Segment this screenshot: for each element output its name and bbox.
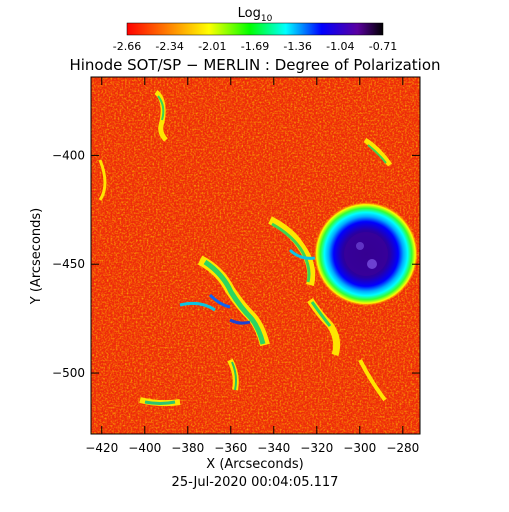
colorbar-tick-label: -2.01	[198, 40, 226, 53]
colorbar: Log10 -2.66 -2.34 -2.01 -1.69 -1.36 -1.04 -0.7…	[113, 6, 397, 53]
colorbar-tick-label: -0.71	[369, 40, 397, 53]
x-tick-label: −280	[386, 441, 419, 455]
x-tick-label: −380	[171, 441, 204, 455]
x-tick-label: −400	[128, 441, 161, 455]
colorbar-gradient	[126, 22, 384, 36]
colorbar-tick-label: -1.04	[326, 40, 354, 53]
x-tick-label: −320	[300, 441, 333, 455]
x-tick-label: −360	[214, 441, 247, 455]
plot-title: Hinode SOT/SP − MERLIN : Degree of Polar…	[69, 56, 440, 74]
colorbar-tick-label: -2.66	[113, 40, 141, 53]
x-tick-label: −300	[343, 441, 376, 455]
x-tick-label: −420	[85, 441, 118, 455]
polarization-map	[90, 76, 421, 435]
y-tick-label: −500	[52, 366, 85, 380]
x-axis-ticks: −420 −400 −380 −360 −340 −320 −300 −280	[85, 77, 419, 455]
x-axis-label: X (Arcseconds)	[206, 457, 303, 472]
colorbar-tick-label: -1.69	[241, 40, 269, 53]
y-axis-ticks: −400 −450 −500	[52, 148, 420, 380]
timestamp: 25-Jul-2020 00:04:05.117	[172, 475, 339, 490]
colorbar-label: Log10	[238, 6, 273, 24]
x-tick-label: −340	[257, 441, 290, 455]
colorbar-ticks: -2.66 -2.34 -2.01 -1.69 -1.36 -1.04 -0.71	[113, 40, 397, 53]
y-axis-label: Y (Arcseconds)	[29, 208, 44, 305]
colorbar-tick-label: -2.34	[155, 40, 183, 53]
sunspot	[314, 202, 418, 306]
y-tick-label: −450	[52, 257, 85, 271]
y-tick-label: −400	[52, 148, 85, 162]
colorbar-tick-label: -1.36	[283, 40, 311, 53]
